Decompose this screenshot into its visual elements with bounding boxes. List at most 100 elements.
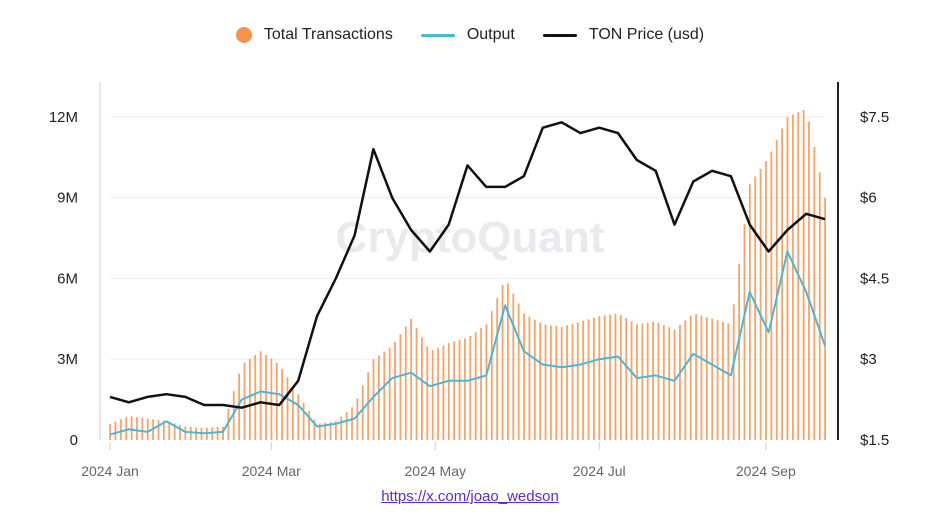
- bar-total-transactions: [426, 346, 429, 440]
- bar-total-transactions: [254, 355, 257, 440]
- y-right-tick-label: $1.5: [860, 432, 889, 449]
- legend-dot-icon: [235, 27, 252, 43]
- bar-total-transactions: [748, 184, 751, 440]
- bar-total-transactions: [421, 337, 423, 440]
- legend-item[interactable]: Output: [420, 26, 515, 44]
- bar-total-transactions: [544, 324, 547, 440]
- bar-total-transactions: [603, 315, 606, 440]
- watermark: CryptoQuant: [336, 213, 605, 262]
- legend-label: Total Transactions: [263, 26, 393, 43]
- legend-item[interactable]: Total Transactions: [235, 26, 393, 44]
- bar-total-transactions: [571, 323, 574, 440]
- x-tick-label: 2024 Jul: [573, 463, 626, 479]
- bar-total-transactions: [388, 347, 391, 440]
- bar-total-transactions: [291, 385, 294, 440]
- bar-total-transactions: [367, 372, 370, 440]
- x-tick-label: 2024 Jan: [81, 463, 139, 479]
- bar-total-transactions: [743, 224, 746, 440]
- bar-total-transactions: [216, 426, 219, 440]
- bar-total-transactions: [684, 320, 687, 440]
- bar-total-transactions: [270, 358, 273, 440]
- bar-total-transactions: [173, 423, 176, 440]
- x-tick-label: 2024 May: [405, 463, 466, 479]
- bar-total-transactions: [334, 421, 337, 440]
- bar-total-transactions: [705, 317, 708, 440]
- bar-total-transactions: [265, 355, 267, 440]
- bar-total-transactions: [184, 426, 187, 440]
- bar-total-transactions: [141, 417, 144, 440]
- bar-total-transactions: [528, 316, 531, 440]
- bar-total-transactions: [313, 419, 316, 440]
- source-link[interactable]: https://x.com/joao_wedson: [381, 488, 559, 505]
- bar-total-transactions: [630, 321, 633, 440]
- bar-total-transactions: [469, 335, 472, 440]
- bar-total-transactions: [566, 325, 568, 440]
- bar-total-transactions: [765, 161, 767, 440]
- bar-total-transactions: [501, 285, 504, 440]
- bar-total-transactions: [383, 351, 386, 440]
- y-right-tick-label: $3: [860, 351, 877, 368]
- legend-line-icon: [420, 33, 455, 37]
- bar-total-transactions: [533, 319, 536, 440]
- bar-total-transactions: [560, 326, 563, 440]
- bar-total-transactions: [555, 326, 558, 440]
- legend-item[interactable]: TON Price (usd): [542, 26, 705, 44]
- y-right-tick-label: $7.5: [860, 109, 889, 126]
- gridlines: [110, 116, 825, 360]
- bar-total-transactions: [781, 128, 783, 440]
- chart-legend: Total Transactions Output TON Price (usd): [0, 26, 940, 44]
- bar-total-transactions: [286, 377, 289, 440]
- bar-total-transactions: [437, 347, 439, 440]
- bar-total-transactions: [404, 326, 407, 440]
- bar-total-transactions: [162, 420, 165, 440]
- bar-total-transactions: [146, 418, 149, 440]
- bar-total-transactions: [732, 304, 735, 440]
- bar-total-transactions: [641, 323, 644, 440]
- bar-total-transactions: [114, 421, 117, 440]
- bar-total-transactions: [125, 416, 128, 440]
- bar-total-transactions: [410, 318, 413, 440]
- bar-total-transactions: [474, 331, 477, 440]
- y-left-tick-label: 12M: [49, 109, 78, 126]
- bar-total-transactions: [824, 197, 826, 440]
- bar-total-transactions: [689, 315, 692, 440]
- bar-total-transactions: [662, 325, 665, 440]
- bar-total-transactions: [668, 327, 671, 440]
- x-tick-label: 2024 Sep: [736, 463, 796, 479]
- bar-total-transactions: [722, 321, 724, 440]
- bar-total-transactions: [399, 334, 402, 440]
- bar-total-transactions: [243, 362, 246, 440]
- x-tick-label: 2024 Mar: [242, 463, 301, 479]
- bar-total-transactions: [324, 422, 327, 440]
- bar-total-transactions: [189, 426, 192, 440]
- bars-total-transactions: [109, 110, 826, 441]
- bar-total-transactions: [447, 343, 450, 440]
- bar-total-transactions: [222, 426, 224, 440]
- bar-total-transactions: [485, 324, 488, 440]
- legend-label: TON Price (usd): [588, 26, 705, 43]
- bar-total-transactions: [318, 423, 321, 440]
- bar-total-transactions: [808, 121, 810, 441]
- bar-total-transactions: [281, 368, 284, 440]
- bar-total-transactions: [356, 398, 359, 440]
- bar-total-transactions: [550, 325, 552, 440]
- bar-total-transactions: [415, 328, 418, 440]
- bar-total-transactions: [297, 394, 300, 440]
- bar-total-transactions: [625, 318, 628, 440]
- bar-total-transactions: [700, 315, 703, 440]
- bar-total-transactions: [372, 359, 375, 440]
- bar-total-transactions: [576, 322, 579, 440]
- bar-total-transactions: [598, 316, 601, 440]
- y-right-tick-label: $6: [860, 190, 877, 207]
- bar-total-transactions: [775, 140, 778, 440]
- line-output: [109, 250, 826, 436]
- bar-total-transactions: [802, 110, 805, 440]
- bar-total-transactions: [609, 314, 611, 440]
- bar-total-transactions: [716, 320, 719, 440]
- bar-total-transactions: [727, 323, 730, 440]
- line-ton-price: [109, 121, 826, 409]
- bar-total-transactions: [791, 114, 794, 440]
- bar-total-transactions: [130, 416, 133, 440]
- bar-total-transactions: [711, 318, 714, 440]
- bar-total-transactions: [512, 293, 515, 440]
